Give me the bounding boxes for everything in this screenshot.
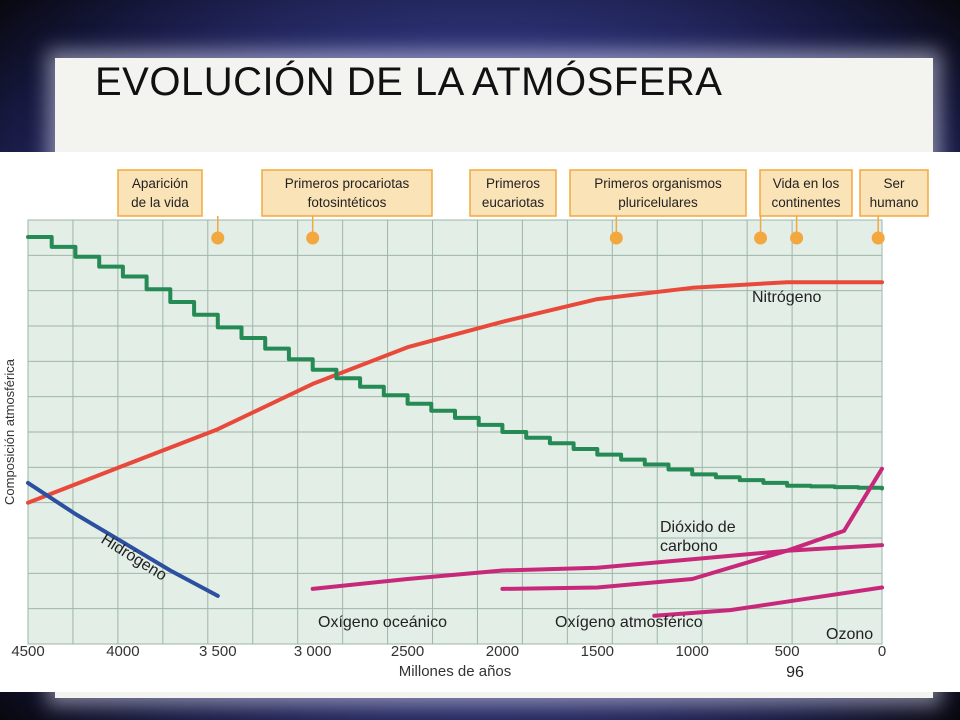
ozone-line: [652, 585, 884, 618]
x-tick-label: 1500: [581, 643, 614, 660]
event-box: [759, 169, 853, 217]
y-axis-label: Composición atmosférica: [2, 358, 17, 505]
event-label: eucariotas: [482, 195, 545, 210]
event-marker: [790, 231, 804, 245]
x-tick-label: 3 000: [294, 643, 332, 660]
event-label: Aparición: [132, 176, 188, 191]
event-box: [469, 169, 557, 217]
x-tick-label: 500: [775, 643, 800, 660]
x-axis-label: Millones de años: [399, 663, 512, 680]
event-marker: [754, 231, 768, 245]
event-marker: [211, 231, 225, 245]
event-box: [261, 169, 433, 217]
atmospheric-oxygen-line: [500, 466, 884, 591]
atmosphere-evolution-chart: 4500 4000 3 500 3 000 2500 2000 1500 1000 500 0 Mi…: [2, 169, 929, 680]
series-label: Oxígeno oceánico: [318, 614, 447, 631]
x-tick-label: 4500: [11, 643, 44, 660]
x-tick-label: 3 500: [199, 643, 237, 660]
page-number: 96: [778, 660, 812, 686]
event-label: Primeros organismos: [594, 176, 722, 191]
series-label: Ozono: [826, 626, 873, 643]
x-tick-label: 2500: [391, 643, 424, 660]
event-label: de la vida: [131, 195, 189, 210]
x-tick-label: 2000: [486, 643, 519, 660]
x-tick-label: 1000: [676, 643, 709, 660]
event-box: [569, 169, 747, 217]
series-label: Nitrógeno: [752, 289, 821, 306]
event-label: continentes: [771, 195, 840, 210]
event-label: Ser: [883, 176, 905, 191]
atmosphere-evolution-figure: 4500 4000 3 500 3 000 2500 2000 1500 1000 500 0 Mi…: [0, 152, 960, 692]
x-tick-label: 4000: [106, 643, 139, 660]
hydrogen-line: [26, 480, 220, 598]
carbon-dioxide-line: [26, 234, 884, 491]
event-marker: [609, 231, 623, 245]
event-label: Primeros: [486, 176, 540, 191]
event-label: pluricelulares: [618, 195, 698, 210]
series-label: Oxígeno atmosférico: [555, 614, 703, 631]
event-box: [859, 169, 929, 217]
nitrogen-line: [26, 280, 884, 505]
event-label: Vida en los: [773, 176, 840, 191]
event-marker: [871, 231, 885, 245]
event-label: humano: [870, 195, 919, 210]
event-box: [117, 169, 203, 217]
slide-title: EVOLUCIÓN DE LA ATMÓSFERA: [95, 60, 723, 104]
series-label: Dióxido de: [660, 519, 736, 536]
event-label: Primeros procariotas: [285, 176, 410, 191]
x-tick-label: 0: [878, 643, 886, 660]
event-label: fotosintéticos: [308, 195, 387, 210]
series-label: carbono: [660, 538, 718, 555]
event-marker: [306, 231, 320, 245]
